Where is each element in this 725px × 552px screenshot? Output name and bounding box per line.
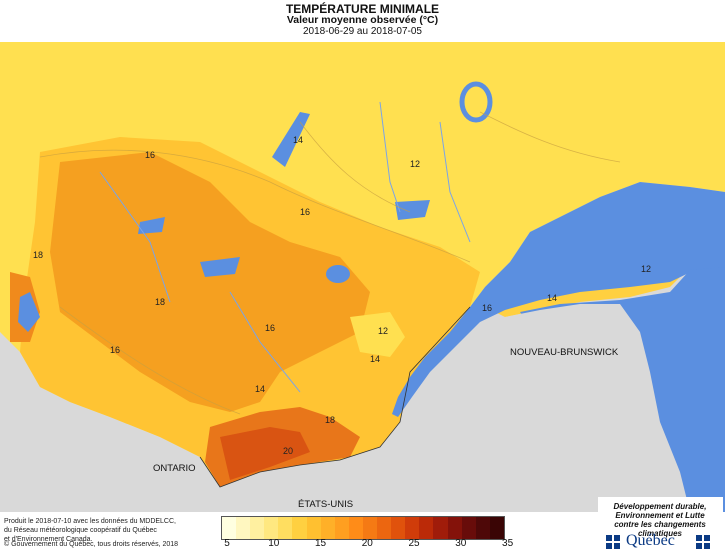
legend-swatch bbox=[377, 517, 392, 539]
legend-swatch bbox=[419, 517, 434, 539]
region-label-usa: ÉTATS-UNIS bbox=[298, 499, 354, 510]
fleur-de-lis-icon bbox=[696, 535, 702, 541]
credits: Produit le 2018-07-10 avec les données d… bbox=[4, 517, 204, 544]
fleur-de-lis-icon bbox=[614, 543, 620, 549]
hottest-zone bbox=[220, 427, 310, 480]
legend-ticks: 5 10 15 20 25 30 35 bbox=[221, 538, 513, 552]
reservoir-gouin bbox=[200, 257, 240, 277]
legend-tick-label: 15 bbox=[314, 538, 327, 549]
legend-swatch bbox=[433, 517, 448, 539]
contour-label: 16 bbox=[145, 150, 156, 160]
legend-swatch bbox=[306, 517, 321, 539]
fleur-de-lis-icon bbox=[696, 543, 702, 549]
map-period: 2018-06-29 au 2018-07-05 bbox=[303, 26, 422, 37]
hot-zone bbox=[50, 152, 370, 412]
legend-swatch bbox=[264, 517, 279, 539]
legend-tick-label: 30 bbox=[455, 538, 467, 549]
new-brunswick-land bbox=[400, 304, 690, 512]
legend-swatch bbox=[405, 517, 420, 539]
legend-swatch bbox=[348, 517, 363, 539]
contour-label: 16 bbox=[300, 207, 311, 217]
legend-swatch bbox=[447, 517, 462, 539]
ministry-line: contre les changements bbox=[614, 520, 706, 529]
ministry-name: Développement durable, Environnement et … bbox=[605, 502, 715, 538]
ministry-logo: Développement durable, Environnement et … bbox=[598, 497, 723, 552]
contour-label: 14 bbox=[547, 293, 558, 303]
legend-tick-label: 10 bbox=[268, 538, 280, 549]
legend-swatch bbox=[292, 517, 307, 539]
fleur-de-lis-icon bbox=[704, 535, 710, 541]
contour-label: 16 bbox=[110, 345, 121, 355]
isotherms bbox=[39, 111, 621, 415]
contour-label: 18 bbox=[155, 297, 166, 307]
copyright: © Gouvernement du Québec, tous droits ré… bbox=[4, 541, 179, 548]
temperature-map: 16 14 12 18 16 16 14 12 14 16 16 12 14 1… bbox=[0, 42, 725, 512]
map-title: TEMPÉRATURE MINIMALE bbox=[285, 2, 440, 16]
legend-swatch bbox=[250, 517, 265, 539]
legend-tick-label: 20 bbox=[361, 538, 373, 549]
lake-mistassini bbox=[272, 112, 310, 167]
legend-swatch bbox=[391, 517, 406, 539]
ministry-line: Développement durable, bbox=[613, 502, 707, 511]
legend-swatch bbox=[334, 517, 349, 539]
map-canvas bbox=[0, 42, 725, 512]
legend-swatch bbox=[236, 517, 251, 539]
legend-tick-label: 5 bbox=[224, 538, 230, 549]
legend-swatch bbox=[489, 517, 504, 539]
legend-swatch bbox=[362, 517, 378, 539]
rivers bbox=[99, 101, 471, 393]
credits-line: du Réseau météorologique coopératif du Q… bbox=[4, 527, 157, 534]
legend-tick-label: 25 bbox=[408, 538, 420, 549]
fleur-de-lis-icon bbox=[614, 535, 620, 541]
ministry-line: Environnement et Lutte bbox=[615, 511, 705, 520]
legend-swatch bbox=[222, 517, 237, 539]
lake-manicouagan bbox=[459, 81, 493, 123]
contour-label: 14 bbox=[293, 135, 304, 145]
legend-swatch bbox=[461, 517, 476, 539]
st-lawrence-water bbox=[392, 182, 725, 417]
region-label-new-brunswick: NOUVEAU-BRUNSWICK bbox=[510, 347, 619, 358]
legend-swatch bbox=[320, 517, 335, 539]
header: TEMPÉRATURE MINIMALE Valeur moyenne obse… bbox=[0, 0, 725, 42]
legend-tick-label: 35 bbox=[502, 538, 514, 549]
credits-line: et d'Environnement Canada. bbox=[4, 536, 93, 543]
legend-swatch bbox=[475, 517, 490, 539]
region-label-ontario: ONTARIO bbox=[153, 463, 196, 474]
contour-label: 12 bbox=[378, 326, 389, 336]
us-border bbox=[199, 306, 471, 488]
contour-label: 20 bbox=[283, 446, 294, 456]
lake-abitibi bbox=[138, 217, 165, 234]
fleur-de-lis-icon bbox=[606, 535, 612, 541]
map-subtitle: Valeur moyenne observée (°C) bbox=[286, 14, 439, 26]
fleur-de-lis-icon bbox=[704, 543, 710, 549]
credits-line: Produit le 2018-07-10 avec les données d… bbox=[4, 518, 176, 525]
contour-label: 12 bbox=[641, 264, 652, 274]
contour-label: 12 bbox=[410, 159, 421, 169]
contour-label: 18 bbox=[33, 250, 44, 260]
ministry-line: climatiques bbox=[637, 529, 682, 538]
contour-label: 18 bbox=[325, 415, 336, 425]
contour-label: 16 bbox=[482, 303, 493, 313]
lake-temiscamingue bbox=[18, 292, 40, 332]
contour-label: 14 bbox=[255, 384, 266, 394]
quebec-wordmark: Québec bbox=[626, 532, 675, 549]
cool-patch bbox=[350, 312, 405, 357]
reservoir-pipmuacan bbox=[395, 200, 430, 220]
lac-saint-jean bbox=[326, 265, 350, 283]
contour-label: 16 bbox=[265, 323, 276, 333]
legend-swatch bbox=[278, 517, 293, 539]
fleur-de-lis-icon bbox=[606, 543, 612, 549]
color-legend bbox=[221, 516, 505, 540]
contour-label: 14 bbox=[370, 354, 381, 364]
